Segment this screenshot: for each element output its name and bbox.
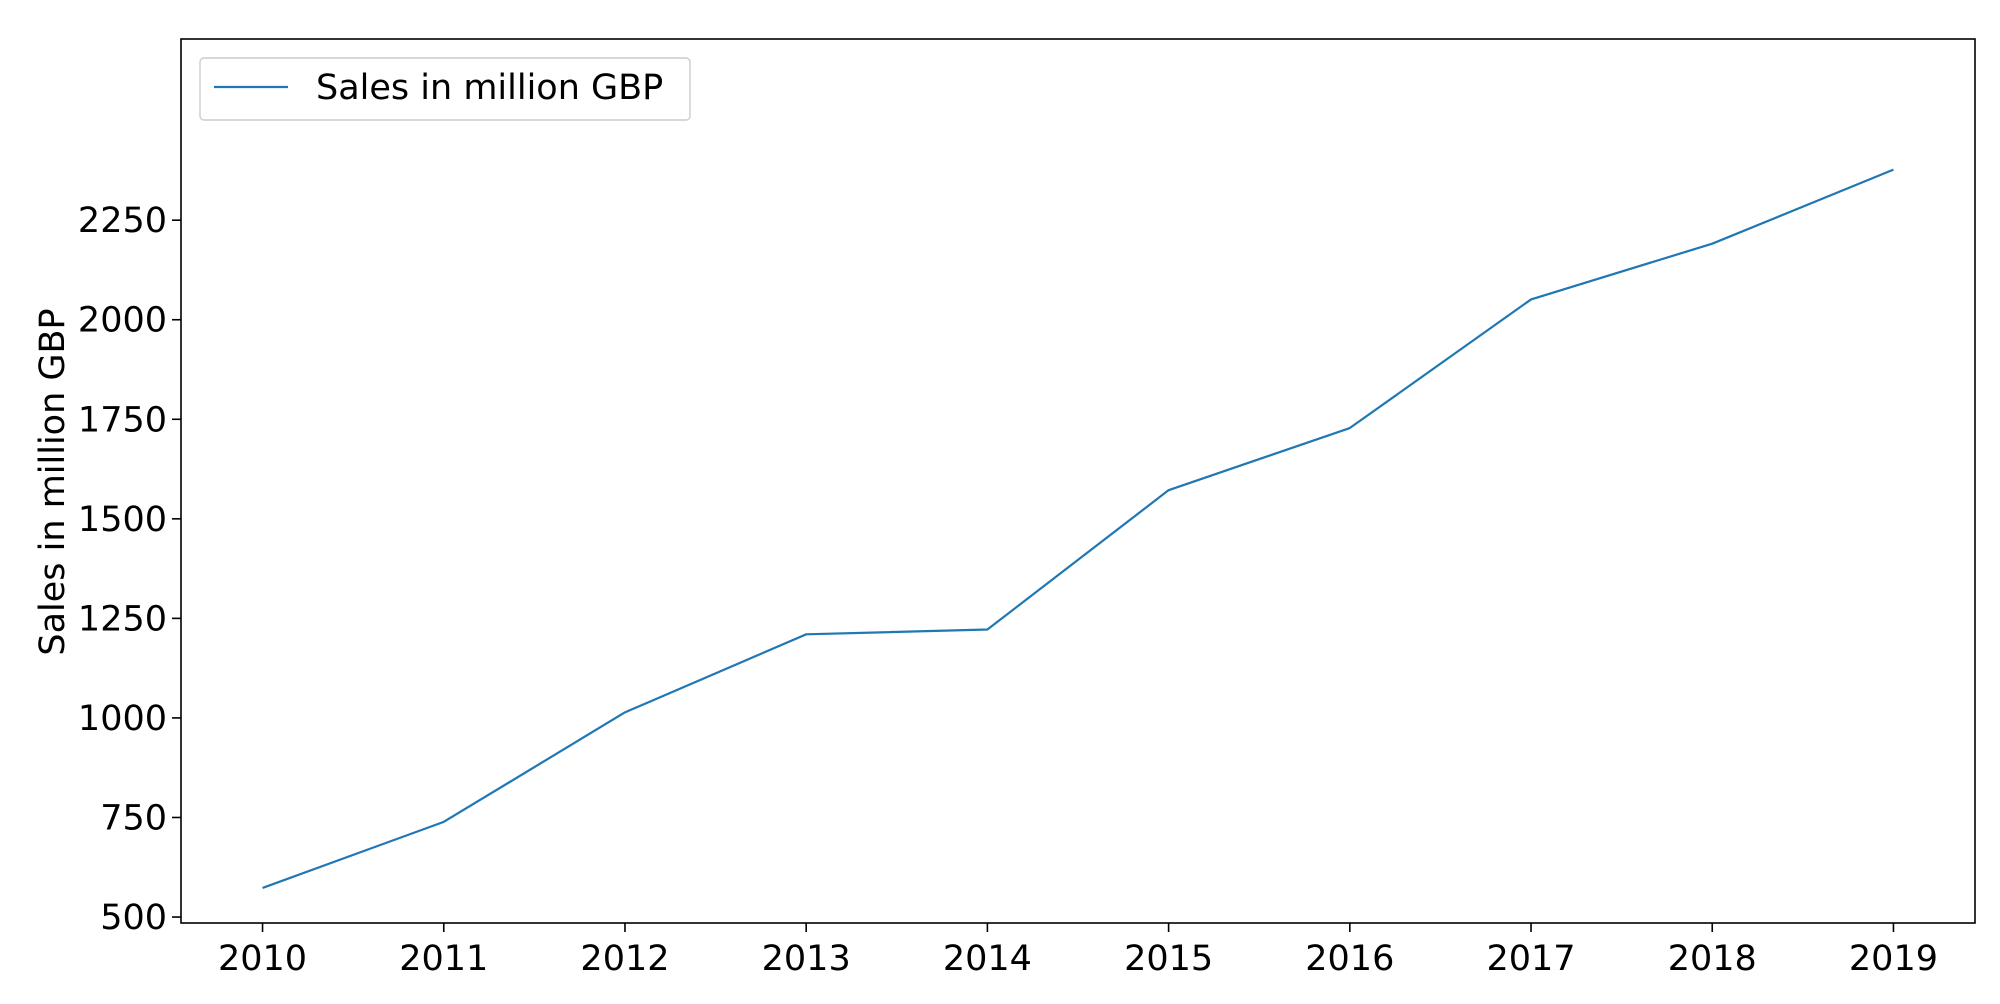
y-tick-label: 1750: [78, 400, 167, 440]
y-tick-label: 2000: [78, 301, 167, 341]
y-tick-label: 2250: [78, 201, 167, 241]
legend-label: Sales in million GBP: [316, 68, 663, 108]
x-tick-label: 2013: [762, 939, 851, 979]
legend: Sales in million GBP: [200, 58, 690, 120]
y-tick-label: 1000: [78, 699, 167, 739]
x-tick-label: 2015: [1124, 939, 1213, 979]
x-tick-label: 2010: [218, 939, 307, 979]
y-tick-label: 750: [100, 798, 167, 838]
x-tick-label: 2014: [943, 939, 1032, 979]
x-tick-label: 2011: [399, 939, 488, 979]
x-tick-label: 2016: [1305, 939, 1394, 979]
x-tick-label: 2019: [1849, 939, 1938, 979]
y-tick-label: 500: [100, 898, 167, 938]
x-tick-label: 2017: [1486, 939, 1575, 979]
x-tick-label: 2018: [1668, 939, 1757, 979]
y-axis-title: Sales in million GBP: [33, 308, 73, 655]
x-tick-label: 2012: [580, 939, 669, 979]
y-tick-label: 1500: [78, 500, 167, 540]
y-tick-label: 1250: [78, 599, 167, 639]
